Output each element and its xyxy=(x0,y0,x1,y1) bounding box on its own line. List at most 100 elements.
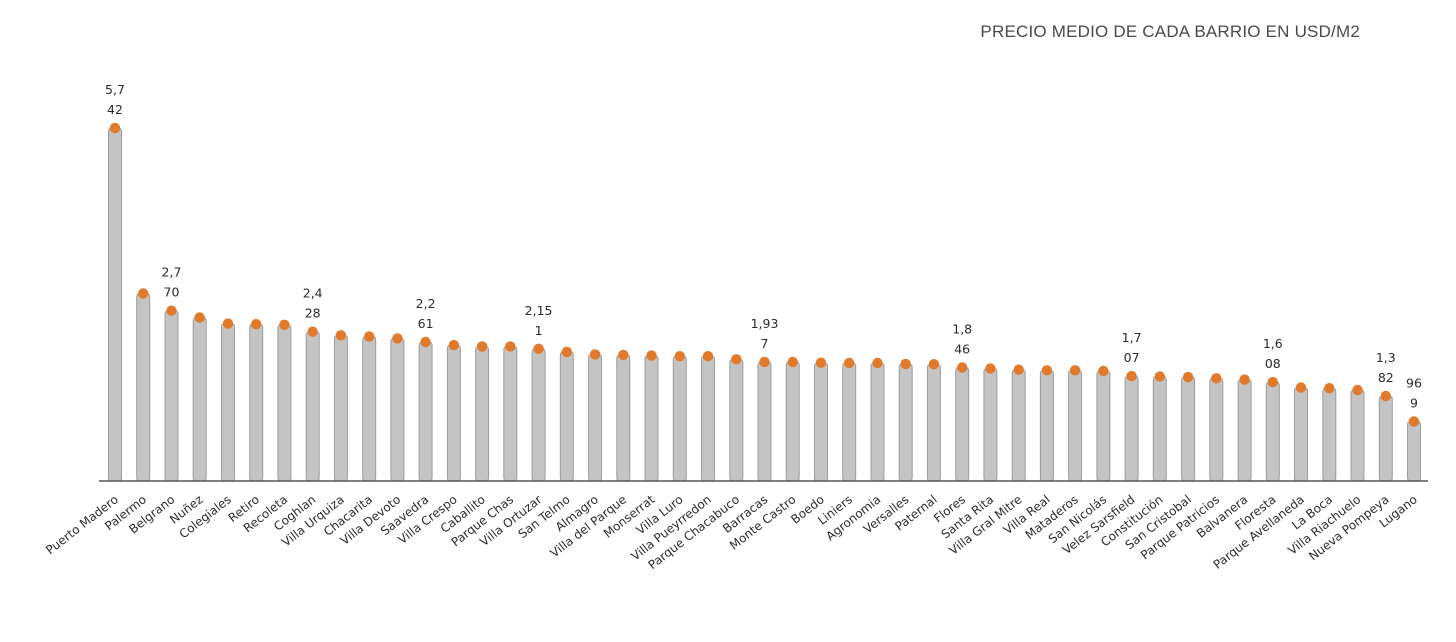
data-label-46: 969 xyxy=(1406,375,1422,410)
data-label-line: 1,93 xyxy=(751,316,779,331)
bar-dot-41 xyxy=(1267,376,1279,388)
bar-dot-30 xyxy=(957,362,968,373)
bar-dot-6 xyxy=(279,319,290,330)
bar-10 xyxy=(390,337,405,482)
bar-32 xyxy=(1011,369,1026,482)
bar-dot-0 xyxy=(109,122,121,134)
data-label-36: 1,707 xyxy=(1122,330,1142,365)
data-label-line: 9 xyxy=(1410,395,1418,410)
bar-1 xyxy=(136,293,151,482)
data-label-line: 46 xyxy=(954,342,970,357)
data-label-41: 1,608 xyxy=(1263,336,1283,371)
data-label-line: 08 xyxy=(1265,356,1281,371)
bar-24 xyxy=(785,361,800,482)
bar-33 xyxy=(1039,369,1054,482)
bar-dot-14 xyxy=(505,341,516,352)
bar-dot-17 xyxy=(589,349,601,360)
bar-28 xyxy=(898,363,913,482)
data-label-line: 1,7 xyxy=(1122,330,1142,345)
bar-dot-9 xyxy=(364,331,375,342)
bar-dot-29 xyxy=(928,359,940,370)
category-labels-layer: Puerto MaderoPalermoBelgranoNuñezColegia… xyxy=(43,492,1420,572)
bar-7 xyxy=(305,331,320,482)
data-label-2: 2,770 xyxy=(162,265,182,300)
bar-dot-31 xyxy=(985,363,996,374)
bar-dot-43 xyxy=(1324,383,1335,394)
bar-dot-13 xyxy=(476,341,488,352)
bar-dot-38 xyxy=(1182,371,1194,383)
bar-dot-34 xyxy=(1069,365,1081,376)
bar-38 xyxy=(1181,376,1196,482)
bar-12 xyxy=(446,344,461,482)
bar-25 xyxy=(814,362,828,482)
data-label-line: 96 xyxy=(1406,375,1422,390)
bar-35 xyxy=(1096,370,1111,482)
data-label-line: 1,6 xyxy=(1263,336,1283,351)
bar-21 xyxy=(701,355,715,482)
data-label-23: 1,93 7 xyxy=(751,316,779,351)
data-label-45: 1,382 xyxy=(1376,350,1396,385)
bar-dot-35 xyxy=(1098,365,1109,377)
bar-dot-46 xyxy=(1408,416,1420,427)
bar-dot-23 xyxy=(759,356,770,368)
bar-dot-24 xyxy=(787,356,798,368)
bar-20 xyxy=(672,355,687,482)
bar-dot-45 xyxy=(1380,390,1392,402)
data-label-line: 07 xyxy=(1124,350,1140,365)
bar-15 xyxy=(531,348,546,482)
bar-dot-12 xyxy=(448,339,460,351)
bar-43 xyxy=(1322,387,1337,482)
bar-dot-39 xyxy=(1211,373,1222,384)
data-label-15: 2,15 1 xyxy=(525,303,553,338)
bar-45 xyxy=(1378,395,1393,482)
data-label-line: 2,4 xyxy=(303,286,323,301)
bar-dot-16 xyxy=(561,346,572,358)
bar-31 xyxy=(983,368,998,482)
bar-26 xyxy=(842,362,857,482)
bar-8 xyxy=(333,334,348,482)
bar-18 xyxy=(616,354,631,482)
bar-29 xyxy=(926,363,941,482)
bar-dot-27 xyxy=(872,357,883,369)
bar-2 xyxy=(164,310,179,482)
bar-dot-28 xyxy=(900,358,911,370)
bar-dot-25 xyxy=(815,357,827,368)
bar-23 xyxy=(757,361,772,482)
bar-dot-36 xyxy=(1126,370,1137,382)
bar-44 xyxy=(1350,389,1365,482)
bar-dot-21 xyxy=(702,351,714,362)
bar-19 xyxy=(644,355,659,482)
bar-dot-40 xyxy=(1239,374,1250,385)
data-label-line: 5,7 xyxy=(105,82,125,97)
bar-16 xyxy=(559,351,574,482)
bar-dot-22 xyxy=(731,354,742,365)
bar-dot-2 xyxy=(166,305,177,316)
data-label-line: 82 xyxy=(1378,370,1394,385)
bar-dot-18 xyxy=(618,349,629,361)
bar-3 xyxy=(192,317,207,482)
bar-27 xyxy=(870,362,885,482)
bar-dot-7 xyxy=(307,326,318,337)
bar-42 xyxy=(1294,387,1308,482)
bar-34 xyxy=(1068,369,1083,482)
bar-17 xyxy=(588,353,603,482)
bar-dot-8 xyxy=(335,330,347,341)
bar-36 xyxy=(1124,375,1139,482)
data-label-line: 61 xyxy=(418,316,434,331)
bars-layer xyxy=(108,127,1421,482)
bar-dot-20 xyxy=(674,351,685,362)
data-label-line: 1 xyxy=(535,323,543,338)
data-label-7: 2,428 xyxy=(303,286,323,321)
chart-title: PRECIO MEDIO DE CADA BARRIO EN USD/M2 xyxy=(980,22,1360,41)
bar-dot-33 xyxy=(1041,365,1053,376)
bar-14 xyxy=(503,345,518,482)
data-label-line: 7 xyxy=(761,336,769,351)
bar-6 xyxy=(277,324,292,482)
bar-dot-44 xyxy=(1352,384,1363,396)
dots-layer xyxy=(109,122,1420,427)
bar-0 xyxy=(108,127,122,482)
bar-41 xyxy=(1265,381,1280,482)
data-label-30: 1,846 xyxy=(952,322,972,357)
bar-dot-11 xyxy=(420,336,431,348)
